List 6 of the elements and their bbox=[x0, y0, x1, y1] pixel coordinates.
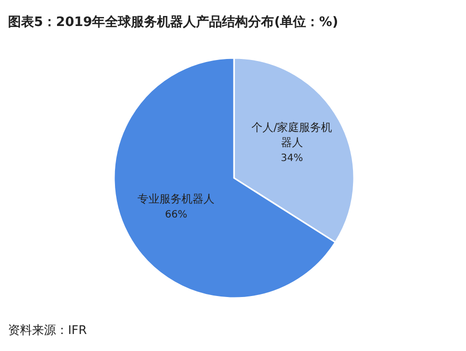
data-label: 34% bbox=[280, 153, 303, 164]
slice-label: 专业服务机器人 bbox=[138, 192, 215, 206]
slice-label: 个人/家庭服务机器人 bbox=[251, 121, 332, 150]
chart-title: 图表5：2019年全球服务机器人产品结构分布(单位：%) bbox=[8, 14, 338, 30]
data-label: 66% bbox=[165, 209, 188, 220]
text: 资料来源：IFR bbox=[8, 323, 87, 337]
